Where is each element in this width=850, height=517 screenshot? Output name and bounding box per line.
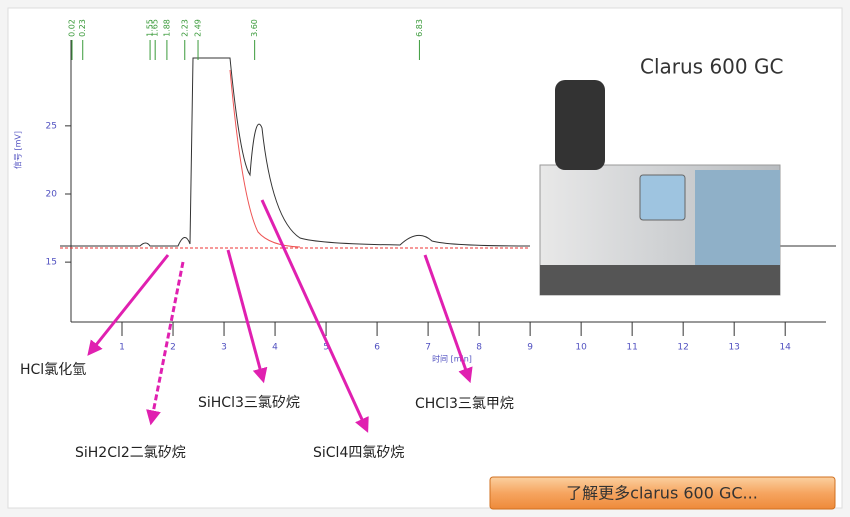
x-axis-label: 时间 [min] — [432, 354, 472, 364]
gc-base — [540, 265, 780, 295]
x-tick-label: 8 — [476, 343, 482, 353]
annotation: CHCl3三氯甲烷 — [415, 396, 514, 412]
x-tick-label: 5 — [323, 343, 329, 353]
x-tick-label: 9 — [527, 343, 533, 353]
button-label[interactable]: 了解更多clarus 600 GC... — [566, 484, 758, 503]
trace — [60, 57, 836, 247]
x-tick-label: 6 — [374, 343, 380, 353]
x-tick-label: 11 — [626, 343, 637, 353]
y-tick-label: 20 — [46, 189, 58, 199]
annotation: SiH2Cl2二氯矽烷 — [75, 445, 186, 461]
peak-label: 0.02 — [68, 19, 77, 37]
peak-label: 2.23 — [180, 19, 189, 37]
title: Clarus 600 GC — [640, 55, 783, 79]
annotations: HCl氯化氫 SiH2Cl2二氯矽烷 SiHCl3三氯矽烷 SiCl4四氯矽烷 … — [20, 362, 514, 461]
peak-label: 0.23 — [78, 19, 87, 37]
x-tick-label: 4 — [272, 343, 278, 353]
x-tick-label: 1 — [119, 343, 125, 353]
y-tick-label: 25 — [46, 121, 57, 131]
gc-screen — [639, 174, 686, 221]
peak-label: 3.60 — [250, 19, 259, 37]
annotation: HCl氯化氫 — [20, 362, 86, 378]
fit-curve — [229, 69, 301, 248]
gc-autosampler — [555, 80, 605, 170]
x-tick-label: 12 — [677, 343, 688, 353]
x-tick-label: 14 — [779, 343, 791, 353]
annotation: SiCl4四氯矽烷 — [313, 445, 404, 461]
x-tick-label: 10 — [575, 343, 587, 353]
y-tick-label: 15 — [46, 258, 57, 268]
instrument — [539, 80, 781, 296]
more-button[interactable]: 了解更多clarus 600 GC... — [489, 476, 836, 510]
x-tick-label: 13 — [728, 343, 739, 353]
y-axis-label: 信号 [mV] — [13, 131, 23, 169]
x-tick-label: 2 — [170, 343, 176, 353]
peak-label: 2.49 — [194, 19, 203, 37]
x-tick-label: 7 — [425, 343, 431, 353]
peak-label: 1.88 — [162, 19, 171, 37]
arrows — [87, 199, 473, 433]
peak-label: 1.65 — [151, 19, 160, 37]
peak-label: 1.55 — [146, 19, 155, 37]
button-bg[interactable] — [489, 476, 836, 510]
x-tick-label: 3 — [221, 343, 227, 353]
annotation: SiHCl3三氯矽烷 — [198, 395, 300, 411]
peak-label: 6.83 — [415, 19, 424, 37]
